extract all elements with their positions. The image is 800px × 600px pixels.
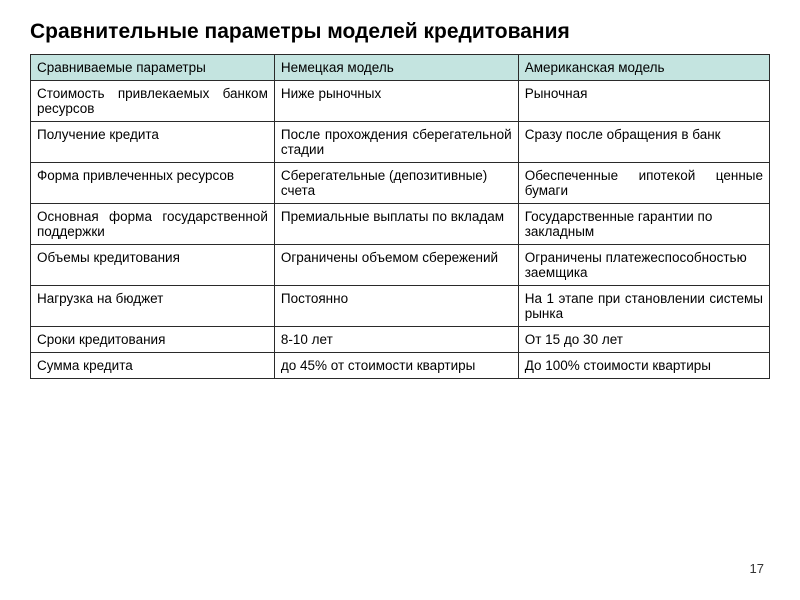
cell-german: Ниже рыночных	[274, 81, 518, 122]
cell-american: От 15 до 30 лет	[518, 327, 769, 353]
cell-american: Государственные гарантии по закладным	[518, 204, 769, 245]
cell-american: Рыночная	[518, 81, 769, 122]
cell-parameter: Сроки кредитования	[31, 327, 275, 353]
cell-parameter: Сумма кредита	[31, 353, 275, 379]
cell-parameter: Получение кредита	[31, 122, 275, 163]
cell-parameter: Основная форма государственной поддержки	[31, 204, 275, 245]
table-row: Сроки кредитования 8-10 лет От 15 до 30 …	[31, 327, 770, 353]
comparison-table: Сравниваемые параметры Немецкая модель А…	[30, 54, 770, 379]
cell-german: Ограничены объемом сбережений	[274, 245, 518, 286]
table-header-row: Сравниваемые параметры Немецкая модель А…	[31, 55, 770, 81]
page-number: 17	[750, 561, 764, 576]
table-row: Стоимость привлекаемых банком ресурсов Н…	[31, 81, 770, 122]
table-row: Сумма кредита до 45% от стоимости кварти…	[31, 353, 770, 379]
cell-german: Сберегательные (депозитивные) счета	[274, 163, 518, 204]
table-row: Получение кредита После прохождения сбер…	[31, 122, 770, 163]
cell-parameter: Стоимость привлекаемых банком ресурсов	[31, 81, 275, 122]
cell-parameter: Нагрузка на бюджет	[31, 286, 275, 327]
cell-german: Премиальные выплаты по вкладам	[274, 204, 518, 245]
cell-german: Постоянно	[274, 286, 518, 327]
cell-parameter: Объемы кредитования	[31, 245, 275, 286]
table-row: Основная форма государственной поддержки…	[31, 204, 770, 245]
page-title: Сравнительные параметры моделей кредитов…	[30, 20, 770, 44]
table-row: Объемы кредитования Ограничены объемом с…	[31, 245, 770, 286]
table-row: Нагрузка на бюджет Постоянно На 1 этапе …	[31, 286, 770, 327]
col-header-german: Немецкая модель	[274, 55, 518, 81]
cell-american: На 1 этапе при становлении системы рынка	[518, 286, 769, 327]
col-header-american: Американская модель	[518, 55, 769, 81]
cell-german: до 45% от стоимости квартиры	[274, 353, 518, 379]
col-header-parameter: Сравниваемые параметры	[31, 55, 275, 81]
cell-american: До 100% стоимости квартиры	[518, 353, 769, 379]
cell-german: После прохождения сберегательной стадии	[274, 122, 518, 163]
cell-american: Обеспеченные ипотекой ценные бумаги	[518, 163, 769, 204]
cell-american: Ограничены платежеспособностью заемщика	[518, 245, 769, 286]
cell-german: 8-10 лет	[274, 327, 518, 353]
cell-american: Сразу после обращения в банк	[518, 122, 769, 163]
cell-parameter: Форма привлеченных ресурсов	[31, 163, 275, 204]
table-row: Форма привлеченных ресурсов Сберегательн…	[31, 163, 770, 204]
